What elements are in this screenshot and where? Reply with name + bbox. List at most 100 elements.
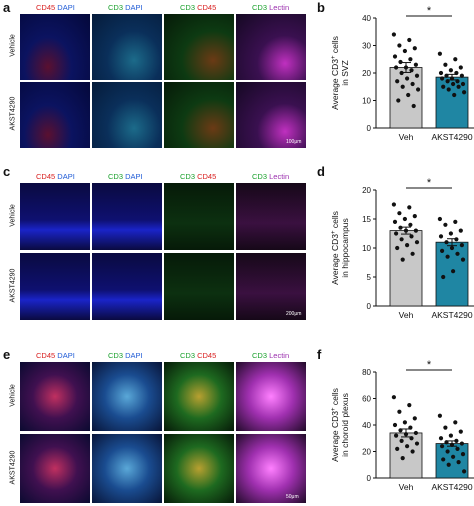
x-tick-label: AKST4290: [431, 482, 472, 492]
y-tick-label: 60: [362, 395, 371, 404]
column-header: CD3 Lectin: [252, 3, 289, 12]
stain-label: Lectin: [267, 3, 290, 12]
data-point: [445, 254, 450, 259]
stain-label: CD3: [252, 351, 268, 360]
micrograph-tile: [20, 253, 90, 320]
data-point: [437, 51, 442, 56]
data-point: [402, 420, 407, 425]
data-point: [402, 216, 407, 222]
column-header: CD3 CD45: [180, 351, 216, 360]
data-point: [396, 98, 401, 103]
y-axis-label: Average CD3+ cellsin SVZ: [330, 36, 350, 110]
column-header: CD45 DAPI: [36, 3, 75, 12]
data-point: [409, 234, 414, 239]
micrograph-tile: [20, 82, 90, 148]
significance-star: *: [427, 177, 432, 189]
chart-hippocampus: Average CD3+ cellsin hippocampus 0 5 10 15 20…: [330, 177, 474, 320]
stain-label: DAPI: [55, 351, 75, 360]
data-point: [437, 413, 442, 418]
micrograph-tile: [164, 82, 234, 148]
data-point: [403, 65, 409, 70]
y-tick-label: 20: [362, 186, 371, 195]
panel-letter-d: d: [317, 164, 325, 179]
data-point: [398, 225, 403, 230]
data-point: [449, 76, 455, 81]
panel-letter-b: b: [317, 0, 325, 15]
data-point: [392, 422, 398, 428]
y-tick-label: 40: [362, 421, 371, 430]
data-point: [408, 425, 413, 430]
data-point: [392, 54, 398, 59]
micrograph-tile: [236, 14, 306, 80]
data-point: [395, 446, 400, 451]
scale-bar-label: 100μm: [286, 139, 302, 145]
data-point: [437, 216, 442, 222]
data-point: [412, 416, 417, 421]
micrograph-tile: [236, 183, 306, 250]
data-point: [394, 65, 399, 70]
data-point: [394, 433, 399, 438]
data-point: [448, 433, 453, 438]
significance-star: *: [427, 359, 432, 371]
stain-label: DAPI: [55, 172, 75, 181]
data-point: [410, 81, 415, 87]
stain-label: CD3: [108, 172, 124, 181]
data-point: [456, 84, 461, 89]
data-point: [411, 103, 416, 109]
y-tick-label: 20: [362, 448, 371, 457]
data-point: [407, 205, 412, 210]
stain-label: CD3: [108, 351, 124, 360]
data-point: [443, 62, 448, 67]
data-point: [397, 409, 402, 414]
stain-label: DAPI: [123, 351, 143, 360]
data-point: [446, 462, 451, 467]
data-point: [416, 87, 421, 92]
data-point: [454, 237, 459, 242]
data-point: [449, 442, 455, 447]
data-point: [405, 243, 410, 248]
data-point: [451, 454, 456, 459]
data-point: [402, 48, 407, 54]
y-tick-label: 0: [367, 124, 372, 133]
data-point: [444, 73, 449, 78]
data-point: [438, 234, 444, 239]
data-point: [453, 219, 458, 224]
stain-label: DAPI: [123, 172, 143, 181]
data-point: [408, 222, 413, 227]
data-point: [451, 269, 456, 274]
data-point: [448, 68, 453, 73]
data-point: [412, 46, 417, 51]
data-point: [394, 231, 399, 236]
data-point: [403, 228, 409, 233]
column-header: CD3 DAPI: [108, 351, 143, 360]
data-point: [398, 428, 403, 433]
column-header: CD45 DAPI: [36, 351, 75, 360]
micrograph-tile: [92, 82, 162, 148]
column-header: CD3 CD45: [180, 3, 216, 12]
data-point: [456, 460, 461, 465]
data-point: [444, 240, 449, 245]
y-axis-label-line2: in choroid plexus: [340, 393, 350, 457]
y-tick-label: 15: [362, 215, 371, 224]
data-point: [413, 430, 418, 436]
stain-label: CD45: [195, 3, 217, 12]
data-point: [453, 57, 458, 62]
data-point: [403, 432, 409, 437]
data-point: [405, 76, 410, 81]
scale-bar-label: 50μm: [286, 494, 299, 500]
data-point: [406, 92, 411, 98]
column-header: CD45 DAPI: [36, 172, 75, 181]
stain-label: DAPI: [123, 3, 143, 12]
data-point: [452, 92, 457, 98]
y-axis-label: Average CD3+ cellsin hippocampus: [330, 211, 350, 285]
micrograph-tile: [20, 434, 90, 503]
micrograph-tile: [236, 253, 306, 320]
data-point: [391, 32, 396, 37]
stain-label: DAPI: [55, 3, 75, 12]
data-point: [392, 219, 398, 224]
data-point: [444, 440, 449, 445]
chart-svz: Average CD3+ cellsin SVZ 0 10 20 30 40 Veh AKST…: [330, 6, 474, 142]
x-tick-label: Veh: [399, 310, 414, 320]
data-point: [459, 243, 464, 248]
row-label: AKST4290: [9, 450, 17, 484]
